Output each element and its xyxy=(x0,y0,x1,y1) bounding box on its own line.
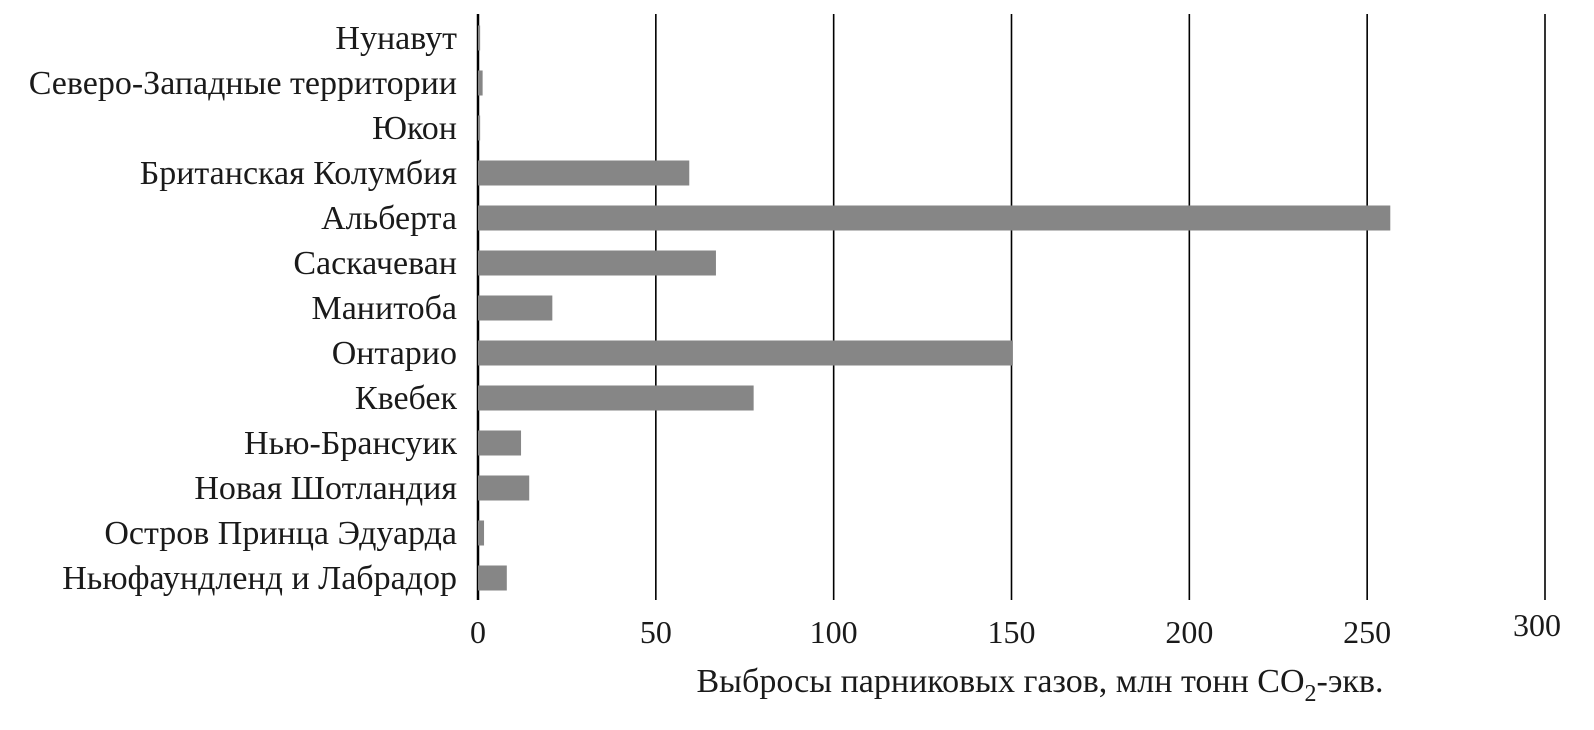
category-label-8: Квебек xyxy=(355,380,458,417)
category-label-2: Юкон xyxy=(372,110,457,147)
x-tick-label-300: 300 xyxy=(1513,607,1561,643)
bar-7 xyxy=(478,340,1013,366)
category-label-10: Новая Шотландия xyxy=(194,470,457,507)
x-tick-label-100: 100 xyxy=(810,614,858,650)
category-label-3: Британская Колумбия xyxy=(140,155,458,192)
x-tick-label-250: 250 xyxy=(1343,614,1391,650)
bar-9 xyxy=(478,430,522,456)
category-labels: Нунавут Северо-Западные территории Юкон Бри… xyxy=(29,20,458,597)
x-tick-label-150: 150 xyxy=(988,614,1036,650)
category-label-12: Ньюфаундленд и Лабрадор xyxy=(62,560,457,597)
bar-6 xyxy=(478,295,553,321)
x-axis-title-main: Выбросы парниковых газов, млн тонн CO xyxy=(697,663,1305,700)
category-label-4: Альберта xyxy=(321,200,457,237)
x-axis-title: Выбросы парниковых газов, млн тонн CO2-э… xyxy=(697,663,1384,707)
category-label-0: Нунавут xyxy=(335,20,457,57)
category-label-6: Манитоба xyxy=(311,290,457,327)
category-label-7: Онтарио xyxy=(332,335,457,372)
bar-4 xyxy=(478,205,1391,231)
x-axis-title-subscript: 2 xyxy=(1305,681,1317,707)
category-label-9: Нью-Брансуик xyxy=(244,425,457,462)
bar-10 xyxy=(478,475,530,501)
bar-11 xyxy=(478,520,485,546)
x-axis-title-suffix: -экв. xyxy=(1317,663,1384,700)
bar-5 xyxy=(478,250,716,276)
category-label-1: Северо-Западные территории xyxy=(29,65,457,102)
bar-2 xyxy=(478,115,481,141)
bar-1 xyxy=(478,70,483,96)
bar-0 xyxy=(478,25,481,51)
bar-3 xyxy=(478,160,690,186)
x-tick-label-50: 50 xyxy=(640,614,672,650)
bars xyxy=(478,25,1391,591)
category-label-11: Остров Принца Эдуарда xyxy=(104,515,457,552)
category-label-5: Саскачеван xyxy=(293,245,457,282)
x-tick-label-200: 200 xyxy=(1165,614,1213,650)
bar-12 xyxy=(478,565,507,591)
bar-8 xyxy=(478,385,754,411)
x-tick-label-0: 0 xyxy=(470,614,486,650)
x-tick-labels: 0 50 100 150 200 250 300 xyxy=(470,607,1561,650)
grid-lines xyxy=(476,14,1546,600)
